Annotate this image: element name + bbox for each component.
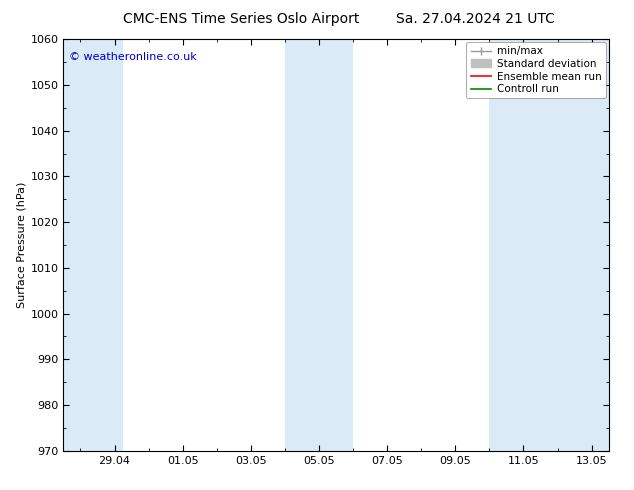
Text: © weatheronline.co.uk: © weatheronline.co.uk bbox=[69, 51, 197, 62]
Text: Sa. 27.04.2024 21 UTC: Sa. 27.04.2024 21 UTC bbox=[396, 12, 555, 26]
Y-axis label: Surface Pressure (hPa): Surface Pressure (hPa) bbox=[16, 182, 26, 308]
Bar bbox=[63, 39, 123, 451]
Legend: min/max, Standard deviation, Ensemble mean run, Controll run: min/max, Standard deviation, Ensemble me… bbox=[467, 42, 605, 98]
Bar bbox=[285, 39, 353, 451]
Text: CMC-ENS Time Series Oslo Airport: CMC-ENS Time Series Oslo Airport bbox=[123, 12, 359, 26]
Bar bbox=[489, 39, 609, 451]
